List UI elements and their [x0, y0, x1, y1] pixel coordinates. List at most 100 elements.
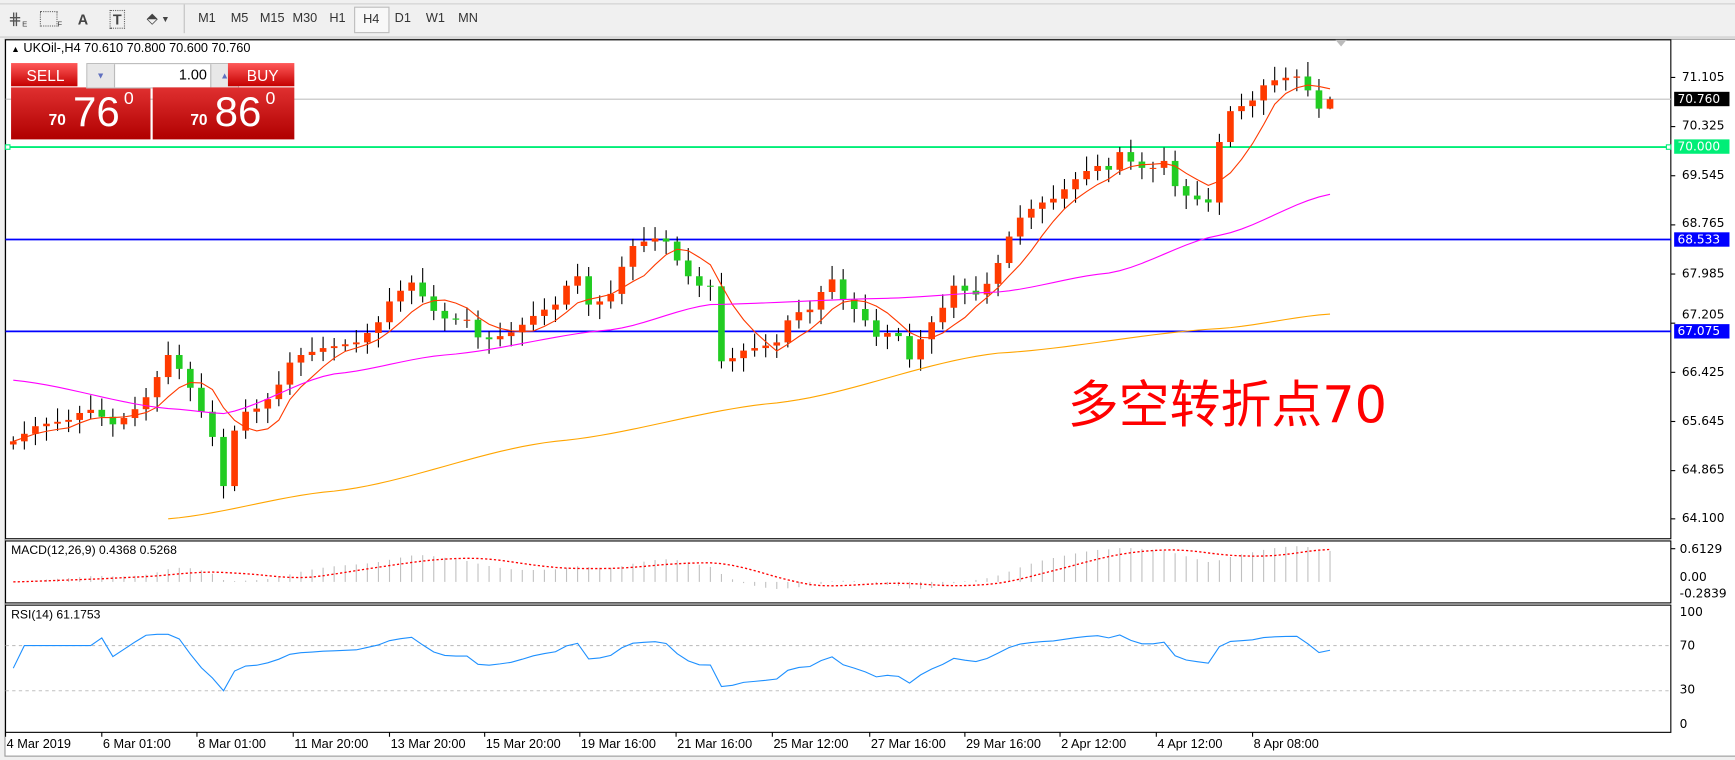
candle-body — [397, 290, 404, 302]
macd-label: MACD(12,26,9) 0.4368 0.5268 — [11, 544, 177, 558]
candle-body — [1293, 76, 1301, 78]
price-axis-label: 67.205 — [1681, 307, 1725, 322]
macd-axis-label: 0.00 — [1679, 569, 1707, 585]
candle-body — [552, 304, 559, 310]
indicators-sub-label: E — [22, 20, 28, 29]
sell-label: SELL — [26, 66, 65, 85]
rsi-axis-label: 30 — [1679, 682, 1696, 698]
macd-signal-line — [13, 548, 1331, 587]
toolbar: ⋕ E F A T ⬘ ▼ M1 M5 M15 M30 H1 H4 D1 W1 MN — [0, 0, 1735, 38]
ma-mid-line — [13, 193, 1331, 415]
candle-body — [319, 348, 327, 352]
text-button[interactable]: A — [77, 10, 89, 28]
macd-axis-label: 0.6129 — [1679, 542, 1723, 557]
candle-body — [1304, 76, 1312, 91]
candle-body — [419, 282, 427, 297]
line-handle[interactable] — [4, 144, 11, 150]
indicators-button[interactable]: ⋕ E — [4, 7, 31, 31]
chart-shift-marker[interactable] — [1335, 39, 1347, 47]
candle-body — [297, 355, 305, 363]
line-handle[interactable] — [1665, 144, 1672, 150]
buy-button[interactable]: BUY — [227, 63, 295, 87]
date-axis-label: 11 Mar 20:00 — [294, 737, 369, 752]
price-axis-label: 67.985 — [1681, 266, 1725, 281]
timeframe-mn-button[interactable]: MN — [458, 12, 478, 26]
price-axis-label: 64.865 — [1681, 462, 1725, 478]
price-tag-70.760: 70.760 — [1674, 91, 1730, 106]
grid-icon — [39, 11, 58, 27]
candle-body — [1061, 189, 1068, 199]
toolbar-separator — [183, 4, 185, 34]
candle-body — [1072, 179, 1079, 190]
candle-body — [950, 285, 958, 308]
candle-body — [1116, 152, 1124, 170]
candle-body — [496, 336, 504, 340]
periods-button[interactable]: F — [38, 7, 65, 31]
candle-body — [463, 319, 471, 321]
candle-body — [264, 399, 272, 409]
lot-decrease-button[interactable]: ▼ — [87, 64, 116, 88]
candle-body — [153, 377, 161, 398]
price-axis-label: 64.100 — [1681, 511, 1725, 526]
candle-body — [352, 342, 360, 345]
timeframe-w1-button[interactable]: W1 — [425, 12, 445, 26]
timeframe-h1-button[interactable]: H1 — [329, 12, 346, 26]
candle-body — [1182, 186, 1190, 196]
price-axis-label: 70.325 — [1681, 118, 1725, 134]
candle-body — [1050, 198, 1057, 203]
collapse-triangle-icon[interactable]: ▲ — [11, 44, 20, 55]
buy-price-big: 70 — [190, 110, 208, 129]
candle-body — [131, 409, 139, 419]
date-axis-label: 4 Mar 2019 — [6, 737, 72, 752]
timeframe-m1-button[interactable]: M1 — [198, 12, 216, 26]
lot-size-input[interactable]: 1.00 — [178, 66, 207, 83]
timeframe-m30-button[interactable]: M30 — [292, 12, 318, 26]
candle-body — [1171, 160, 1179, 187]
buy-price-button[interactable]: 70 86 0 — [152, 87, 295, 140]
candle-body — [563, 285, 570, 305]
candle-body — [1105, 165, 1113, 170]
rsi-axis-label: 100 — [1679, 605, 1703, 620]
rsi-axis-label: 70 — [1679, 637, 1696, 653]
candle-body — [43, 423, 50, 427]
rsi-pane — [4, 604, 1672, 733]
annotation-text[interactable]: 多空转折点70 — [1067, 375, 1388, 435]
timeframe-m5-button[interactable]: M5 — [230, 12, 249, 26]
arrows-icon: ⬘ — [146, 9, 158, 27]
price-tag-67.075: 67.075 — [1674, 323, 1730, 339]
candle-body — [209, 411, 216, 437]
candle-body — [518, 324, 526, 333]
lot-size-stepper[interactable]: ▼ 1.00 ▲ — [86, 63, 240, 89]
candle-body — [861, 309, 869, 321]
sell-price-button[interactable]: 70 76 0 — [11, 87, 151, 140]
candle-body — [607, 293, 615, 302]
candle-body — [1204, 199, 1212, 203]
candle-body — [76, 412, 83, 420]
candle-body — [507, 332, 515, 337]
candle-body — [485, 337, 493, 340]
candle-body — [187, 368, 194, 388]
date-axis-label: 8 Mar 01:00 — [198, 737, 266, 752]
candle-body — [120, 418, 128, 425]
sell-price-pips: 76 — [73, 89, 120, 137]
candle-body — [65, 419, 72, 422]
candle-body — [1227, 111, 1234, 143]
date-axis-label: 25 Mar 12:00 — [773, 737, 849, 752]
candle-body — [1039, 202, 1046, 209]
buy-price-pips: 86 — [214, 89, 262, 137]
candle-body — [662, 238, 670, 242]
chevron-down-icon: ▼ — [161, 13, 170, 24]
text-label-button[interactable]: T — [106, 7, 128, 31]
candle-body — [1271, 80, 1279, 86]
candle-body — [574, 276, 581, 286]
arrows-dropdown-button[interactable]: ⬘ ▼ — [139, 7, 177, 31]
candle-body — [175, 355, 183, 369]
timeframe-d1-button[interactable]: D1 — [394, 12, 411, 26]
candle-body — [939, 307, 947, 323]
timeframe-h4-button[interactable]: H4 — [353, 6, 389, 34]
candle-body — [596, 301, 604, 305]
candle-body — [1127, 152, 1135, 162]
timeframe-m15-button[interactable]: M15 — [259, 12, 285, 26]
sell-button[interactable]: SELL — [11, 63, 78, 87]
